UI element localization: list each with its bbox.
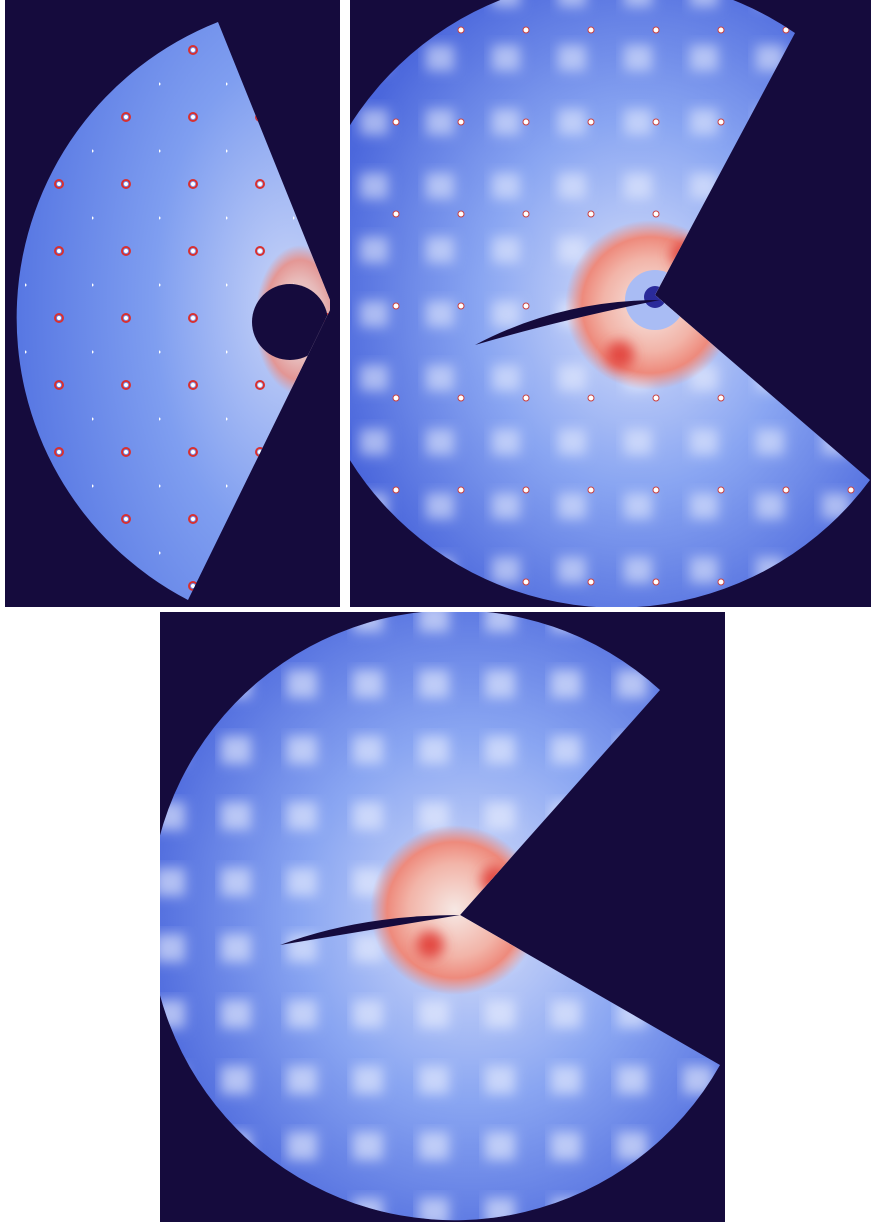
shadow-lens <box>280 915 460 945</box>
